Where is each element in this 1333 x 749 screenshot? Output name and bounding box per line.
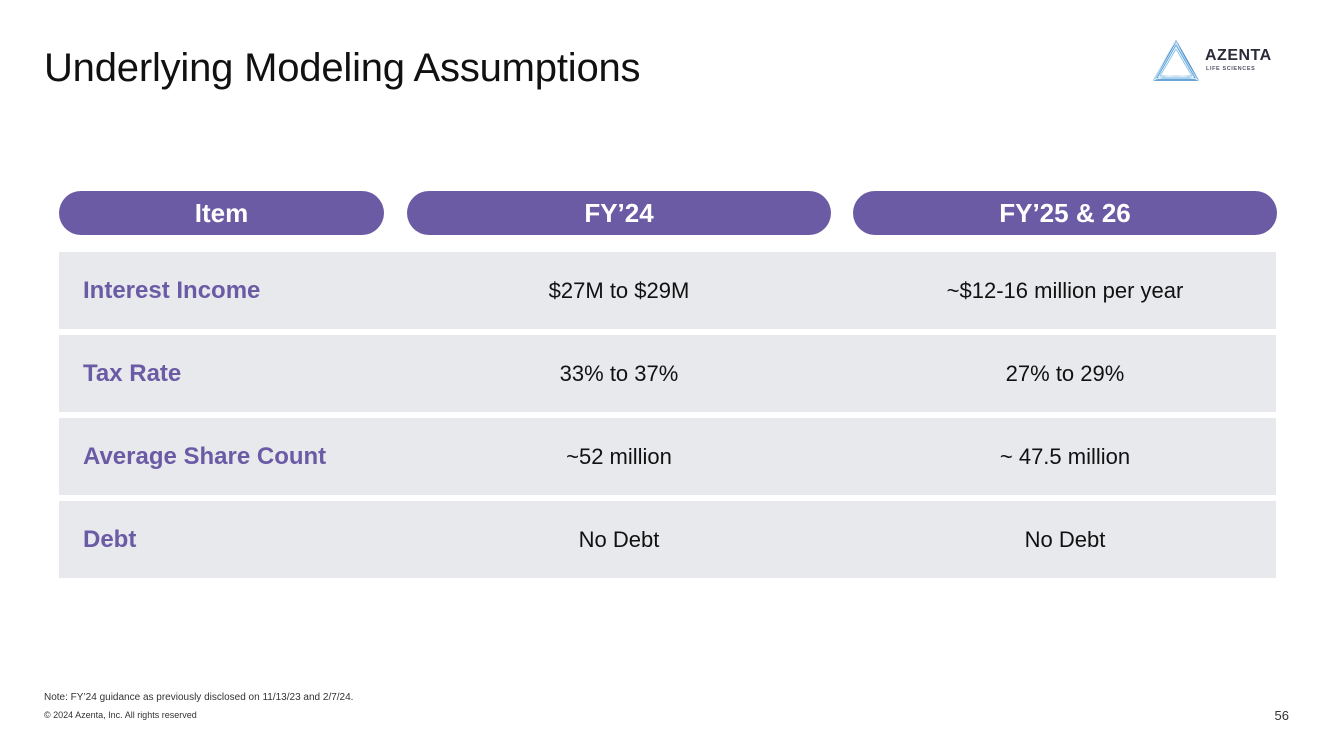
- header-item: Item: [59, 191, 384, 235]
- fy24-value: 33% to 37%: [559, 360, 679, 386]
- copyright: © 2024 Azenta, Inc. All rights reserved: [44, 710, 197, 720]
- logo-name: AZENTA: [1205, 47, 1272, 64]
- azenta-logo: AZENTA LIFE SCIENCES: [1150, 38, 1295, 86]
- fy24-value: ~52 million: [566, 443, 672, 469]
- fy25-26-value: ~ 47.5 million: [999, 443, 1131, 469]
- table-row: Interest Income $27M to $29M ~$12-16 mil…: [59, 252, 1276, 329]
- table-row: Debt No Debt No Debt: [59, 501, 1276, 578]
- fy24-value: No Debt: [578, 526, 660, 552]
- header-fy25-26: FY’25 & 26: [853, 191, 1277, 235]
- table-row: Tax Rate 33% to 37% 27% to 29%: [59, 335, 1276, 412]
- fy25-26-value: No Debt: [1024, 526, 1106, 552]
- fy25-26-value: ~$12-16 million per year: [946, 277, 1184, 303]
- logo-subtitle: LIFE SCIENCES: [1206, 66, 1256, 72]
- row-label: Average Share Count: [83, 442, 327, 470]
- row-label: Interest Income: [83, 276, 261, 304]
- page-title: Underlying Modeling Assumptions: [44, 46, 641, 90]
- row-label: Debt: [83, 525, 137, 553]
- page-number: 56: [1274, 708, 1289, 723]
- fy25-26-value: 27% to 29%: [1005, 360, 1125, 386]
- fy24-value: $27M to $29M: [548, 277, 690, 303]
- table-row: Average Share Count ~52 million ~ 47.5 m…: [59, 418, 1276, 495]
- footnote: Note: FY’24 guidance as previously discl…: [44, 692, 354, 703]
- row-label: Tax Rate: [83, 359, 182, 387]
- azenta-triangle-logo-icon: [1153, 40, 1199, 81]
- header-fy24: FY’24: [407, 191, 831, 235]
